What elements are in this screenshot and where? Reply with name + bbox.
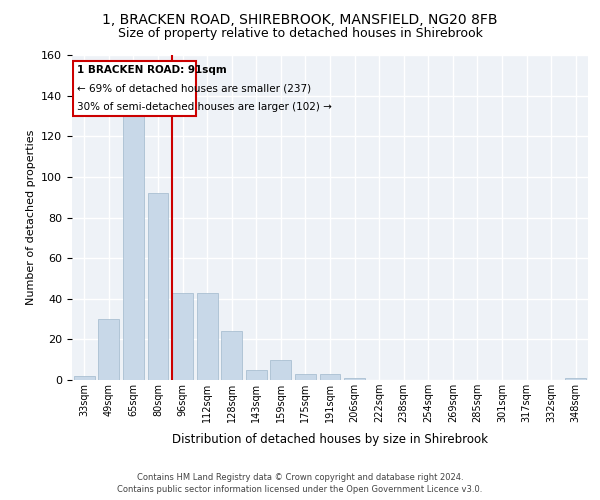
Text: 30% of semi-detached houses are larger (102) →: 30% of semi-detached houses are larger (… bbox=[77, 102, 332, 112]
Bar bbox=[565, 378, 586, 380]
Text: ← 69% of detached houses are smaller (237): ← 69% of detached houses are smaller (23… bbox=[77, 84, 311, 94]
Bar bbox=[197, 292, 218, 380]
FancyBboxPatch shape bbox=[73, 61, 196, 116]
Text: Distribution of detached houses by size in Shirebrook: Distribution of detached houses by size … bbox=[172, 432, 488, 446]
Text: 1 BRACKEN ROAD: 91sqm: 1 BRACKEN ROAD: 91sqm bbox=[77, 65, 227, 75]
Y-axis label: Number of detached properties: Number of detached properties bbox=[26, 130, 35, 305]
Bar bbox=[172, 292, 193, 380]
Text: 1, BRACKEN ROAD, SHIREBROOK, MANSFIELD, NG20 8FB: 1, BRACKEN ROAD, SHIREBROOK, MANSFIELD, … bbox=[102, 12, 498, 26]
Bar bbox=[320, 374, 340, 380]
Bar bbox=[246, 370, 267, 380]
Bar bbox=[221, 331, 242, 380]
Bar bbox=[74, 376, 95, 380]
Text: Size of property relative to detached houses in Shirebrook: Size of property relative to detached ho… bbox=[118, 28, 482, 40]
Text: Contains HM Land Registry data © Crown copyright and database right 2024.
Contai: Contains HM Land Registry data © Crown c… bbox=[118, 472, 482, 494]
Bar bbox=[148, 193, 169, 380]
Bar bbox=[344, 378, 365, 380]
Bar bbox=[98, 319, 119, 380]
Bar bbox=[271, 360, 292, 380]
Bar bbox=[295, 374, 316, 380]
Bar bbox=[123, 110, 144, 380]
